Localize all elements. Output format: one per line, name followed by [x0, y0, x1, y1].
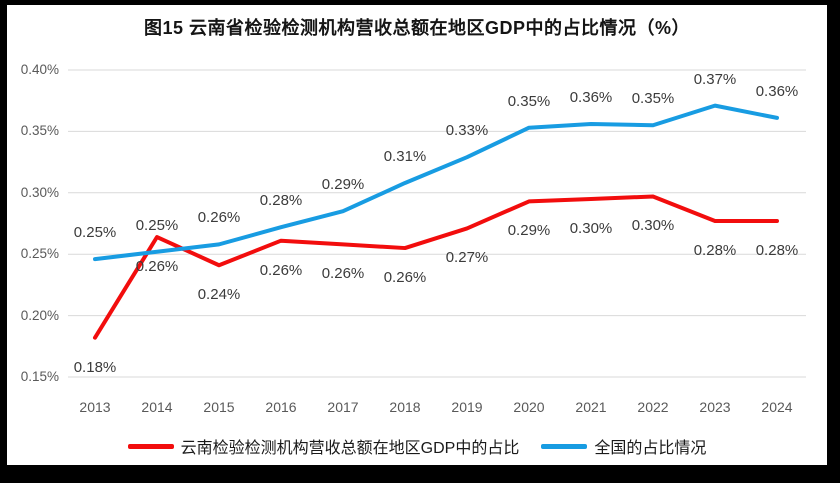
data-label: 0.35%	[507, 92, 551, 110]
x-axis-label: 2013	[79, 399, 111, 415]
x-axis-label: 2020	[513, 399, 545, 415]
data-label: 0.26%	[135, 258, 179, 275]
x-axis-label: 2022	[637, 399, 669, 415]
x-axis-label: 2016	[265, 399, 297, 415]
legend-item-yunnan: 云南检验检测机构营收总额在地区GDP中的占比	[127, 434, 520, 458]
series-line-national	[93, 103, 779, 262]
x-axis-label: 2015	[203, 399, 235, 415]
legend-label-yunnan: 云南检验检测机构营收总额在地区GDP中的占比	[180, 440, 520, 457]
data-label: 0.37%	[693, 70, 737, 88]
series-line-yunnan	[93, 194, 779, 340]
legend-swatch-red-line	[127, 443, 174, 449]
legend-item-national: 全国的占比情况	[541, 434, 706, 458]
legend-label-national: 全国的占比情况	[594, 440, 707, 457]
x-axis-label: 2014	[141, 399, 173, 415]
data-label: 0.30%	[569, 219, 613, 237]
data-label: 0.31%	[383, 147, 427, 165]
chart-page: 图15 云南省检验检测机构营收总额在地区GDP中的占比情况（%） 0.15% 0.…	[7, 5, 827, 465]
data-label: 0.36%	[755, 82, 799, 100]
data-label: 0.33%	[445, 122, 489, 140]
data-label: 0.18%	[73, 358, 117, 376]
y-axis-tick-label: 0.40%	[20, 62, 59, 77]
data-label: 0.36%	[569, 89, 613, 107]
data-label: 0.29%	[321, 176, 365, 194]
chart-legend: 云南检验检测机构营收总额在地区GDP中的占比 全国的占比情况	[7, 434, 827, 458]
y-axis-tick-label: 0.25%	[20, 246, 59, 262]
x-axis-label: 2019	[451, 399, 483, 415]
data-label: 0.26%	[321, 265, 365, 283]
data-label: 0.27%	[445, 249, 489, 267]
y-axis-tick-label: 0.20%	[20, 307, 59, 323]
data-label: 0.29%	[507, 222, 551, 240]
data-label: 0.28%	[259, 192, 303, 210]
data-label: 0.25%	[135, 216, 179, 234]
x-axis-label: 2018	[389, 399, 421, 415]
data-label: 0.28%	[693, 242, 737, 260]
data-label: 0.28%	[755, 242, 799, 260]
data-label: 0.26%	[197, 209, 241, 227]
y-axis-tick-label: 0.30%	[20, 184, 59, 200]
data-label: 0.26%	[259, 261, 303, 279]
data-label: 0.35%	[631, 90, 675, 108]
chart-title: 图15 云南省检验检测机构营收总额在地区GDP中的占比情况（%）	[143, 18, 691, 38]
x-axis-label: 2021	[575, 399, 607, 415]
chart-canvas	[68, 69, 806, 378]
x-axis-label: 2024	[761, 399, 793, 415]
y-axis-tick-label: 0.35%	[20, 123, 59, 139]
y-axis-tick-label: 0.15%	[20, 369, 59, 384]
x-axis-label: 2023	[699, 399, 731, 415]
data-label: 0.25%	[73, 224, 117, 242]
plot-area: 0.15% 0.20% 0.25% 0.30% 0.35% 0.40% 2013 2014 20…	[7, 5, 827, 465]
x-axis-label: 2017	[327, 399, 359, 415]
data-label: 0.26%	[383, 269, 427, 287]
data-label: 0.24%	[197, 286, 241, 304]
data-label: 0.30%	[631, 217, 675, 235]
legend-swatch-blue-line	[541, 443, 588, 449]
